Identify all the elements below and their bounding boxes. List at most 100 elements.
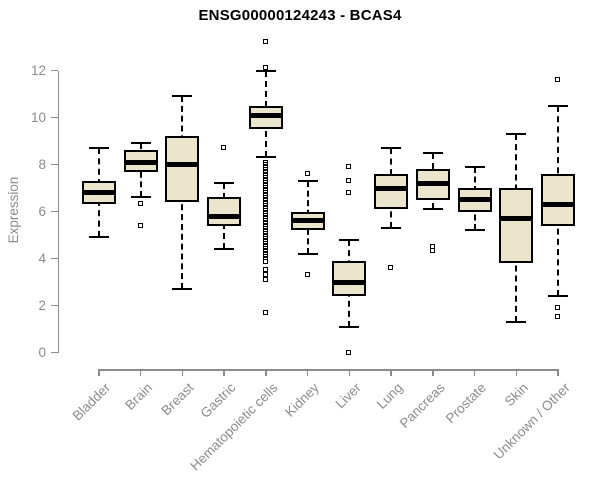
y-tick-label: 2: [38, 297, 46, 313]
x-tick: [348, 370, 351, 376]
whisker-cap: [422, 208, 443, 211]
y-tick-label: 0: [38, 344, 46, 360]
whisker-cap: [214, 182, 235, 185]
x-tick-label: Gastric: [197, 380, 239, 421]
outlier-point: [137, 201, 143, 207]
median-line: [543, 201, 574, 207]
x-tick: [432, 370, 434, 376]
whisker-cap: [89, 236, 109, 239]
outlier-point: [304, 170, 310, 176]
y-tick: [51, 257, 58, 260]
x-tick-label: Unknown / Other: [490, 380, 573, 463]
whisker-cap: [172, 95, 193, 98]
whisker-cap: [255, 156, 276, 159]
x-tick: [139, 370, 142, 376]
outlier-point: [555, 304, 561, 310]
whisker-cap: [506, 320, 527, 323]
median-line: [501, 216, 532, 222]
median-line: [292, 218, 323, 224]
y-tick-label: 12: [30, 62, 46, 78]
median-line: [250, 112, 281, 118]
x-tick-label: Bladder: [70, 380, 114, 424]
whisker-cap: [172, 288, 193, 291]
x-tick: [515, 370, 518, 376]
chart-title: ENSG00000124243 - BCAS4: [198, 7, 402, 24]
whisker-cap: [381, 226, 402, 229]
whisker-cap: [130, 196, 151, 199]
outlier-point: [346, 189, 352, 195]
outlier-point: [262, 65, 268, 71]
y-tick-label: 4: [38, 250, 46, 266]
y-axis-line: [57, 70, 59, 353]
y-tick: [51, 69, 58, 72]
whisker-cap: [506, 132, 527, 135]
x-tick-label: Prostate: [443, 380, 490, 427]
y-tick-label: 10: [30, 109, 46, 125]
y-tick-label: 6: [38, 203, 46, 219]
x-tick: [557, 370, 559, 376]
x-tick: [223, 370, 225, 376]
x-tick-label: Brain: [122, 380, 156, 413]
whisker-cap: [548, 295, 569, 298]
x-axis-line: [98, 369, 559, 371]
median-line: [417, 180, 448, 186]
whisker-cap: [381, 147, 402, 150]
median-line: [84, 190, 114, 196]
whisker-cap: [214, 248, 235, 251]
x-tick: [98, 370, 100, 376]
outlier-point: [262, 267, 268, 273]
box: [207, 197, 242, 226]
x-tick-label: Skin: [501, 380, 531, 410]
outlier-point: [346, 163, 352, 169]
x-tick-label: Pancreas: [396, 380, 448, 431]
y-tick: [51, 163, 58, 166]
outlier-point: [262, 271, 268, 277]
y-tick: [51, 304, 58, 307]
whisker-cap: [297, 179, 318, 182]
y-tick-label: 8: [38, 156, 46, 172]
outlier-point: [346, 177, 352, 183]
outlier-point: [346, 349, 352, 355]
outlier-point: [429, 243, 435, 249]
whisker-cap: [255, 69, 276, 72]
outlier-point: [221, 145, 227, 151]
whisker-cap: [339, 238, 360, 241]
whisker-cap: [548, 104, 569, 107]
x-tick: [473, 370, 476, 376]
outlier-point: [304, 271, 310, 277]
x-tick-label: Kidney: [282, 380, 323, 420]
x-tick: [181, 370, 184, 376]
whisker-cap: [130, 142, 151, 145]
outlier-point: [555, 76, 561, 82]
whisker-cap: [464, 165, 485, 168]
box: [332, 260, 367, 297]
x-tick: [390, 370, 392, 376]
y-tick: [51, 210, 58, 213]
median-line: [376, 185, 407, 191]
median-line: [209, 213, 240, 219]
median-line: [167, 162, 198, 167]
whisker-cap: [422, 151, 443, 154]
outlier-point: [262, 39, 268, 45]
x-tick-label: Liver: [332, 380, 364, 412]
outlier-point: [429, 248, 435, 254]
outlier-point: [262, 309, 268, 315]
box: [165, 136, 200, 203]
outlier-point: [388, 264, 394, 270]
x-tick-label: Lung: [373, 380, 406, 412]
whisker-cap: [339, 325, 360, 328]
whisker-cap: [89, 147, 109, 150]
whisker-cap: [297, 252, 318, 255]
median-line: [459, 197, 490, 203]
median-line: [334, 279, 365, 285]
outlier-point: [262, 259, 268, 265]
outlier-point: [137, 222, 143, 228]
y-tick: [51, 116, 58, 119]
whisker-cap: [464, 229, 485, 232]
median-line: [125, 159, 156, 165]
box: [499, 188, 534, 264]
outlier-point: [555, 314, 561, 320]
x-tick: [306, 370, 309, 376]
x-tick: [265, 370, 267, 376]
